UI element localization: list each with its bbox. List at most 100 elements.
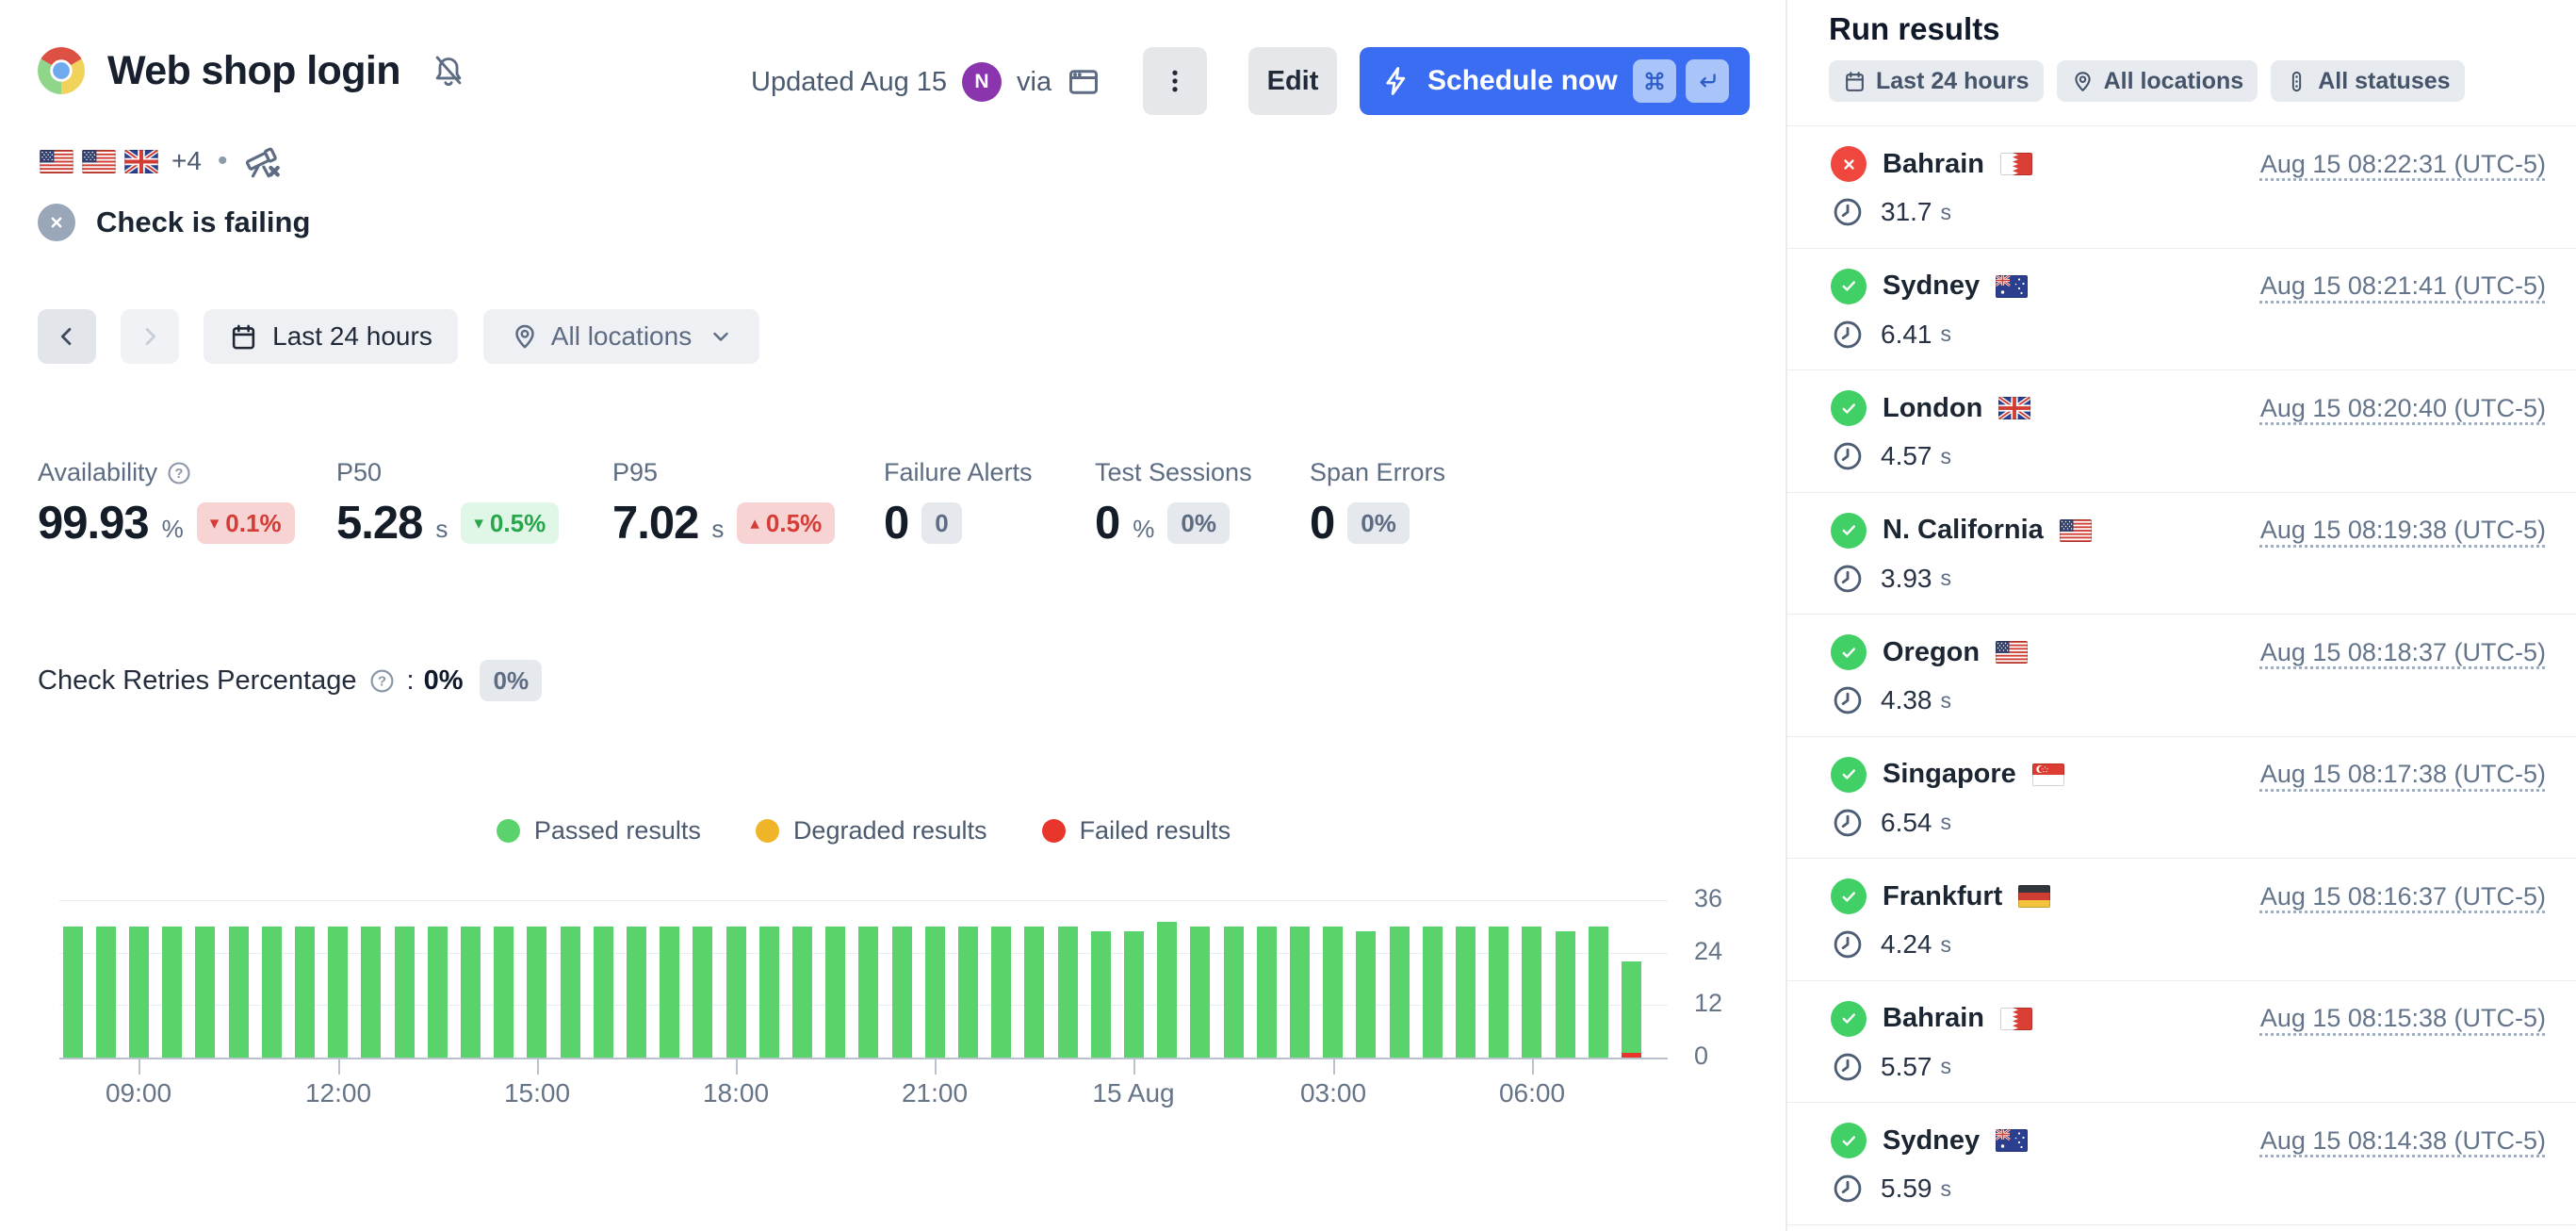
run-timestamp-link[interactable]: Aug 15 08:21:41 (UTC-5)	[2259, 271, 2546, 300]
result-bar[interactable]	[1090, 930, 1111, 1058]
result-bar[interactable]	[991, 926, 1012, 1058]
result-bar[interactable]	[1057, 926, 1078, 1058]
result-bar[interactable]	[195, 926, 216, 1058]
result-bar[interactable]	[1389, 926, 1410, 1058]
run-timestamp-link[interactable]: Aug 15 08:17:38 (UTC-5)	[2259, 760, 2546, 788]
result-bar[interactable]	[128, 926, 149, 1058]
run-timestamp-link[interactable]: Aug 15 08:20:40 (UTC-5)	[2259, 393, 2546, 422]
bell-slash-icon[interactable]	[431, 53, 466, 89]
result-bar[interactable]	[361, 926, 382, 1058]
result-bar[interactable]	[1223, 926, 1244, 1058]
y-axis-tick-label: 12	[1694, 989, 1723, 1017]
result-bar[interactable]	[261, 926, 282, 1058]
run-timestamp-link[interactable]: Aug 15 08:22:31 (UTC-5)	[2259, 149, 2546, 178]
result-bar[interactable]	[858, 926, 879, 1058]
result-bar[interactable]	[494, 926, 514, 1058]
run-result-row[interactable]: Bahrain Aug 15 08:15:38 (UTC-5) 5.57 s	[1787, 979, 2576, 1103]
result-bar[interactable]	[891, 926, 912, 1058]
run-timestamp-link[interactable]: Aug 15 08:16:37 (UTC-5)	[2259, 881, 2546, 911]
result-bar[interactable]	[294, 926, 315, 1058]
result-bar[interactable]	[1289, 926, 1310, 1058]
run-result-row[interactable]: London Aug 15 08:20:40 (UTC-5) 4.57 s	[1787, 369, 2576, 492]
legend-dot-icon	[755, 819, 779, 843]
run-duration: 6.54	[1881, 807, 1932, 837]
result-bar[interactable]	[957, 926, 978, 1058]
result-bar[interactable]	[1621, 961, 1641, 1058]
result-bar[interactable]	[1422, 926, 1443, 1058]
result-bar[interactable]	[1256, 926, 1277, 1058]
run-result-row[interactable]: Sydney Aug 15 08:21:41 (UTC-5) 6.41 s	[1787, 247, 2576, 370]
result-bar[interactable]	[626, 926, 646, 1058]
run-result-row[interactable]: Oregon Aug 15 08:18:37 (UTC-5) 4.38 s	[1787, 614, 2576, 736]
run-timestamp-link[interactable]: Aug 15 08:15:38 (UTC-5)	[2259, 1004, 2546, 1032]
run-timestamp-link[interactable]: Aug 15 08:14:38 (UTC-5)	[2259, 1125, 2546, 1155]
result-bar[interactable]	[527, 926, 547, 1058]
result-bar[interactable]	[791, 926, 812, 1058]
result-bar[interactable]	[1555, 930, 1575, 1058]
result-bar[interactable]	[394, 926, 415, 1058]
result-bar[interactable]	[758, 926, 779, 1058]
run-result-row[interactable]: Bahrain Aug 15 08:22:31 (UTC-5) 31.7 s	[1787, 125, 2576, 248]
more-options-button[interactable]	[1143, 47, 1207, 115]
run-result-row[interactable]: Singapore Aug 15 08:17:38 (UTC-5) 6.54 s	[1787, 735, 2576, 859]
result-bar[interactable]	[62, 926, 83, 1058]
result-bar[interactable]	[1323, 926, 1344, 1058]
filter-chip-label: Last 24 hours	[1876, 67, 2030, 94]
legend-item[interactable]: Degraded results	[755, 816, 987, 845]
help-icon[interactable]: ?	[166, 460, 192, 486]
result-bar[interactable]	[1024, 926, 1045, 1058]
chrome-icon	[38, 47, 85, 94]
locations-dropdown[interactable]: All locations	[483, 309, 759, 364]
edit-button[interactable]: Edit	[1248, 47, 1337, 115]
result-bar[interactable]	[427, 926, 448, 1058]
result-bar[interactable]	[1455, 926, 1475, 1058]
filter-chip-last-24-hours[interactable]: Last 24 hours	[1829, 60, 2044, 102]
result-bar[interactable]	[1123, 930, 1144, 1058]
prev-period-button[interactable]	[38, 309, 96, 364]
y-axis-tick-label: 0	[1694, 1042, 1709, 1070]
result-bar[interactable]	[1489, 926, 1509, 1058]
result-bar[interactable]	[328, 926, 349, 1058]
result-bar[interactable]	[95, 926, 116, 1058]
result-bar[interactable]	[593, 926, 613, 1058]
schedule-now-button[interactable]: Schedule now	[1360, 47, 1750, 115]
next-period-button[interactable]	[121, 309, 179, 364]
flag-sg-icon	[2031, 763, 2064, 786]
result-bar[interactable]	[1356, 930, 1377, 1058]
filter-chip-all-statuses[interactable]: All statuses	[2271, 60, 2465, 102]
run-timestamp-link[interactable]: Aug 15 08:18:37 (UTC-5)	[2259, 637, 2546, 666]
time-range-button[interactable]: Last 24 hours	[204, 309, 458, 364]
help-icon[interactable]: ?	[368, 667, 396, 695]
legend-item[interactable]: Failed results	[1041, 816, 1231, 845]
retries-value: 0%	[423, 665, 464, 696]
result-bar[interactable]	[924, 926, 945, 1058]
results-bar-chart	[59, 900, 1668, 1059]
result-bar[interactable]	[228, 926, 249, 1058]
run-result-row[interactable]: Sydney Aug 15 08:14:38 (UTC-5) 5.59 s	[1787, 1102, 2576, 1224]
result-bar[interactable]	[693, 926, 713, 1058]
filter-chip-all-locations[interactable]: All locations	[2056, 60, 2258, 102]
result-bar[interactable]	[1157, 922, 1178, 1058]
flag-us-icon	[1996, 641, 2029, 664]
run-duration-unit: s	[1940, 687, 1952, 713]
result-bar[interactable]	[1190, 926, 1211, 1058]
run-result-row[interactable]: N. California Aug 15 08:19:38 (UTC-5) 3.…	[1787, 491, 2576, 615]
run-timestamp-link[interactable]: Aug 15 08:19:38 (UTC-5)	[2259, 516, 2546, 544]
x-axis-tick	[1333, 1059, 1335, 1075]
run-result-row[interactable]: Frankfurt Aug 15 08:16:37 (UTC-5) 4.24 s	[1787, 858, 2576, 980]
result-bar[interactable]	[825, 926, 846, 1058]
result-bar[interactable]	[1522, 926, 1542, 1058]
result-bar[interactable]	[560, 926, 580, 1058]
flag-bh-icon	[1999, 153, 2032, 175]
result-bar[interactable]	[162, 926, 183, 1058]
result-bar[interactable]	[726, 926, 746, 1058]
legend-item[interactable]: Passed results	[496, 816, 701, 845]
run-duration-unit: s	[1940, 931, 1952, 957]
result-bar[interactable]	[660, 926, 680, 1058]
result-bar[interactable]	[460, 926, 481, 1058]
via-label: via	[1017, 66, 1052, 97]
x-axis-tick	[935, 1059, 937, 1075]
run-location: Sydney	[1883, 1124, 1981, 1156]
result-bar[interactable]	[1588, 926, 1608, 1058]
status-passed-icon	[1831, 878, 1867, 914]
